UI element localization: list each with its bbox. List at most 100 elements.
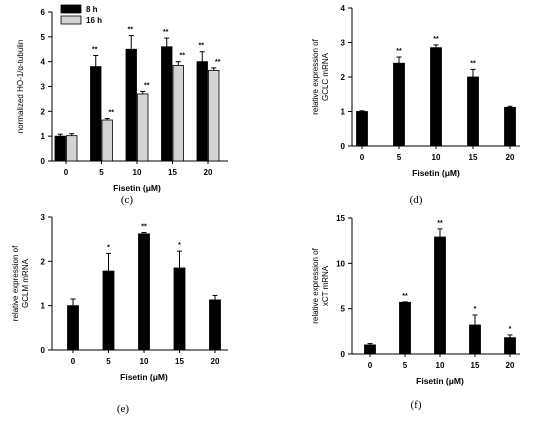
y-tick-label: 3 [41, 213, 46, 222]
significance-label: ** [433, 36, 439, 43]
y-axis-label: relative expression of [311, 247, 320, 323]
x-axis-label: Fisetin (μM) [113, 183, 161, 193]
chart-panel-c: 0 1 2 3 4 5 6 0 5 10 15 20 ** ** ** ** ** ** ** ** 8 h 16 h no… [16, 4, 228, 206]
x-tick-label: 0 [71, 357, 76, 366]
panel-caption: (d) [410, 194, 423, 206]
x-tick-label: 15 [168, 168, 177, 177]
significance-label: * [509, 326, 512, 333]
y-tick-label: 2 [341, 73, 346, 82]
y-tick-label: 3 [41, 83, 46, 92]
x-tick-label: 15 [469, 153, 478, 162]
x-tick-label: 15 [471, 361, 480, 370]
x-tick-label: 5 [397, 153, 402, 162]
significance-label: ** [109, 110, 115, 117]
y-tick-label: 0 [341, 350, 346, 359]
significance-label: * [474, 306, 477, 313]
x-axis-label: Fisetin (μM) [416, 376, 464, 386]
y-tick-label: 3 [341, 39, 346, 48]
x-tick-label: 0 [64, 168, 69, 177]
bar [469, 324, 481, 355]
y-tick-label: 10 [336, 259, 345, 268]
significance-label: ** [470, 60, 476, 67]
x-tick-label: 10 [140, 357, 149, 366]
bar [356, 111, 368, 147]
x-tick-label: 10 [436, 361, 445, 370]
panel-caption: (f) [411, 399, 422, 411]
bar [208, 69, 220, 162]
y-tick-label: 6 [41, 8, 46, 17]
x-tick-label: 20 [211, 357, 220, 366]
bar [137, 93, 149, 162]
y-tick-label: 4 [41, 58, 46, 67]
bar [54, 135, 66, 162]
significance-label: * [178, 242, 181, 249]
y-tick-label: 0 [41, 346, 46, 355]
significance-label: * [107, 244, 110, 251]
y-tick-label: 5 [341, 305, 346, 314]
chart-panel-d: 0 1 2 3 4 0 5 10 15 20 ** ** ** relative expression o… [311, 4, 520, 206]
y-axis-label: xCT mRNA [321, 265, 330, 306]
bar [504, 337, 516, 355]
bar [66, 135, 78, 162]
significance-label: ** [180, 53, 186, 60]
x-tick-label: 5 [106, 357, 111, 366]
legend-swatch [60, 4, 82, 14]
y-tick-label: 0 [341, 142, 346, 151]
x-tick-label: 5 [403, 361, 408, 370]
y-tick-label: 4 [341, 4, 346, 13]
legend-swatch [60, 15, 82, 25]
significance-label: ** [128, 27, 134, 34]
bar [430, 47, 442, 147]
y-axis-label: normalized HO-1/α-tubulin [16, 40, 25, 134]
y-tick-label: 1 [41, 302, 46, 311]
y-tick-label: 5 [41, 33, 46, 42]
x-tick-label: 15 [175, 357, 184, 366]
panel-caption: (e) [117, 403, 130, 415]
bar [101, 119, 113, 162]
bar [67, 305, 79, 351]
bar [393, 62, 405, 147]
bar [196, 61, 208, 162]
x-tick-label: 0 [360, 153, 365, 162]
y-axis-label: GCLC mRNA [321, 52, 330, 101]
legend-entry: 16 h [86, 16, 102, 25]
legend-entry: 8 h [86, 5, 98, 14]
significance-label: ** [163, 29, 169, 36]
bar [467, 76, 479, 147]
x-tick-label: 10 [432, 153, 441, 162]
bar [125, 48, 137, 162]
y-tick-label: 0 [41, 157, 46, 166]
bar [90, 66, 102, 162]
bar [504, 106, 516, 147]
significance-label: ** [402, 293, 408, 300]
x-tick-label: 20 [204, 168, 213, 177]
y-axis-label: relative expression of [311, 38, 320, 114]
significance-label: ** [437, 220, 443, 227]
significance-label: ** [141, 224, 147, 231]
x-tick-label: 20 [506, 153, 515, 162]
bar [138, 233, 150, 351]
bar [399, 301, 411, 355]
x-tick-label: 10 [133, 168, 142, 177]
x-tick-label: 5 [99, 168, 104, 177]
bar [102, 270, 115, 351]
bar [364, 344, 376, 355]
significance-label: ** [396, 48, 402, 55]
x-tick-label: 0 [368, 361, 373, 370]
x-axis-label: Fisetin (μM) [120, 372, 168, 382]
x-axis-label: Fisetin (μM) [412, 168, 460, 178]
bar [209, 299, 221, 351]
bar [173, 267, 186, 351]
y-tick-label: 15 [336, 214, 345, 223]
y-tick-label: 2 [41, 107, 46, 116]
significance-label: ** [144, 82, 150, 89]
y-axis-label: relative expression of [11, 245, 20, 321]
bar [172, 64, 184, 162]
y-tick-label: 2 [41, 257, 46, 266]
x-tick-label: 20 [506, 361, 515, 370]
significance-label: ** [92, 46, 98, 53]
y-tick-label: 1 [41, 132, 46, 141]
panel-caption: (c) [121, 194, 134, 206]
